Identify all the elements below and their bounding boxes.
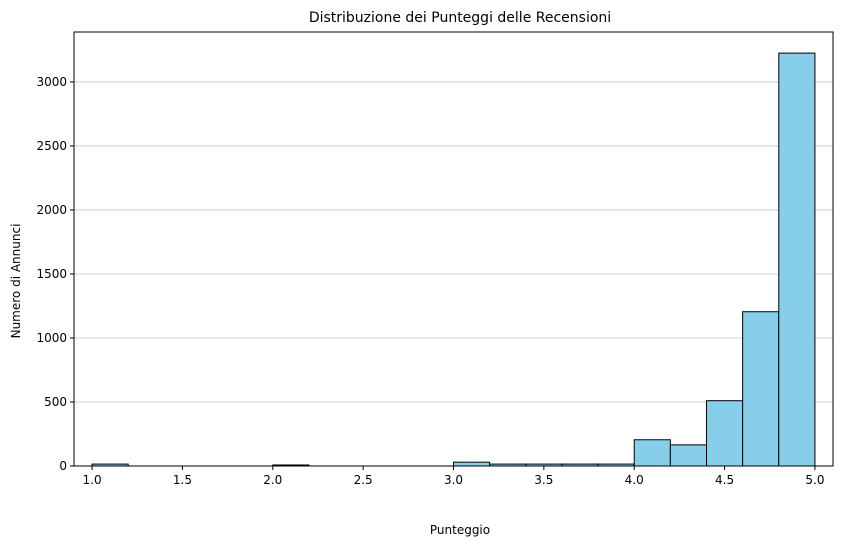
y-tick-label: 500: [44, 395, 67, 409]
x-tick-label: 5.0: [805, 473, 824, 487]
y-tick-label: 3000: [36, 75, 67, 89]
x-tick-label: 2.5: [354, 473, 373, 487]
y-tick-label: 2000: [36, 203, 67, 217]
x-tick-label: 1.5: [173, 473, 192, 487]
y-axis-ticks: 0 500 1000 1500 2000 2500 3000: [36, 75, 74, 473]
gridlines: [74, 81, 833, 403]
histogram-bar: [706, 400, 744, 467]
chart-title: Distribuzione dei Punteggi delle Recensi…: [309, 10, 611, 26]
x-axis-label: Punteggio: [430, 523, 490, 537]
x-tick-label: 2.0: [263, 473, 282, 487]
x-tick-label: 1.0: [83, 473, 102, 487]
x-tick-label: 3.5: [534, 473, 553, 487]
x-tick-label: 4.5: [715, 473, 734, 487]
y-tick-label: 2500: [36, 139, 67, 153]
y-tick-label: 1000: [36, 331, 67, 345]
histogram-bar: [453, 461, 491, 467]
x-axis-ticks: 1.0 1.5 2.0 2.5 3.0 3.5 4.0 4.5 5.0: [83, 466, 824, 487]
histogram-bar: [669, 444, 707, 467]
y-tick-label: 0: [59, 459, 67, 473]
x-tick-label: 3.0: [444, 473, 463, 487]
bars: [91, 52, 816, 467]
x-tick-label: 4.0: [625, 473, 644, 487]
histogram-bar: [742, 311, 780, 467]
histogram-bar: [778, 52, 816, 467]
y-tick-label: 1500: [36, 267, 67, 281]
histogram-bar: [633, 439, 671, 467]
y-axis-label: Numero di Annunci: [9, 224, 23, 339]
